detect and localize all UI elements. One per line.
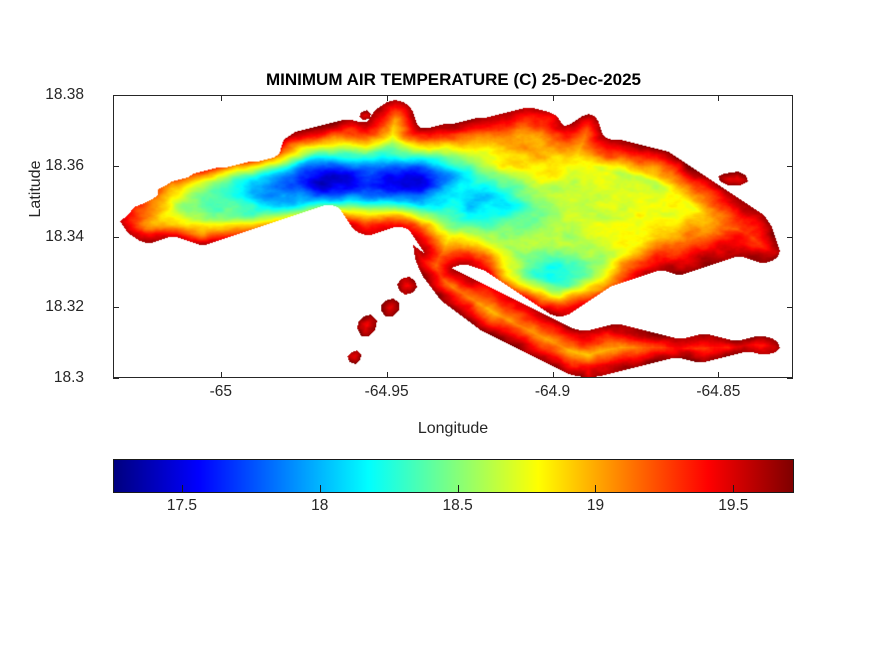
x-tick-mark-top (220, 95, 222, 101)
x-tick-mark-top (386, 95, 388, 101)
page-title: MINIMUM AIR TEMPERATURE (C) 25-Dec-2025 (266, 70, 641, 89)
colorbar-tick (457, 485, 459, 492)
y-tick-mark-right (787, 307, 793, 309)
x-tick-mark (220, 372, 222, 378)
y-tick-mark (113, 95, 119, 96)
colorbar-tick-label: 18 (311, 497, 329, 514)
y-tick-mark-right (787, 95, 793, 96)
temperature-heatmap (114, 96, 792, 377)
x-tick-mark-top (552, 95, 554, 101)
y-tick-mark (113, 165, 119, 167)
y-tick-label: 18.38 (45, 86, 84, 103)
x-tick-mark-top (718, 95, 720, 101)
y-tick-mark-right (787, 378, 793, 379)
x-tick-mark (552, 372, 554, 378)
y-tick-mark (113, 378, 119, 379)
y-axis-label: Latitude (27, 160, 44, 218)
x-tick-mark (718, 372, 720, 378)
x-tick-label: -64.85 (696, 383, 741, 400)
x-tick-label: -64.9 (534, 383, 571, 400)
colorbar-tick (181, 485, 183, 492)
y-tick-mark (113, 307, 119, 309)
y-tick-mark (113, 236, 119, 238)
x-tick-label: -64.95 (364, 383, 409, 400)
x-tick-label: -65 (209, 383, 232, 400)
colorbar-tick-label: 19 (586, 497, 605, 514)
x-tick-mark (386, 372, 388, 378)
colorbar[interactable] (113, 459, 794, 493)
y-tick-mark-right (787, 165, 793, 167)
colorbar-tick (319, 485, 321, 492)
colorbar-tick-label: 18.5 (442, 497, 473, 514)
x-axis-label: Longitude (417, 420, 489, 437)
y-tick-label: 18.36 (45, 156, 84, 174)
colorbar-tick-label: 19.5 (718, 497, 749, 514)
colorbar-tick-label: 17.5 (166, 497, 198, 514)
y-tick-mark-right (787, 236, 793, 238)
y-tick-label: 18.3 (53, 369, 84, 386)
y-tick-label: 18.34 (45, 227, 84, 245)
colorbar-gradient (113, 459, 794, 493)
colorbar-tick (595, 485, 597, 492)
map-plot-area[interactable] (113, 95, 793, 378)
y-tick-label: 18.32 (45, 298, 84, 316)
colorbar-tick (733, 485, 735, 492)
